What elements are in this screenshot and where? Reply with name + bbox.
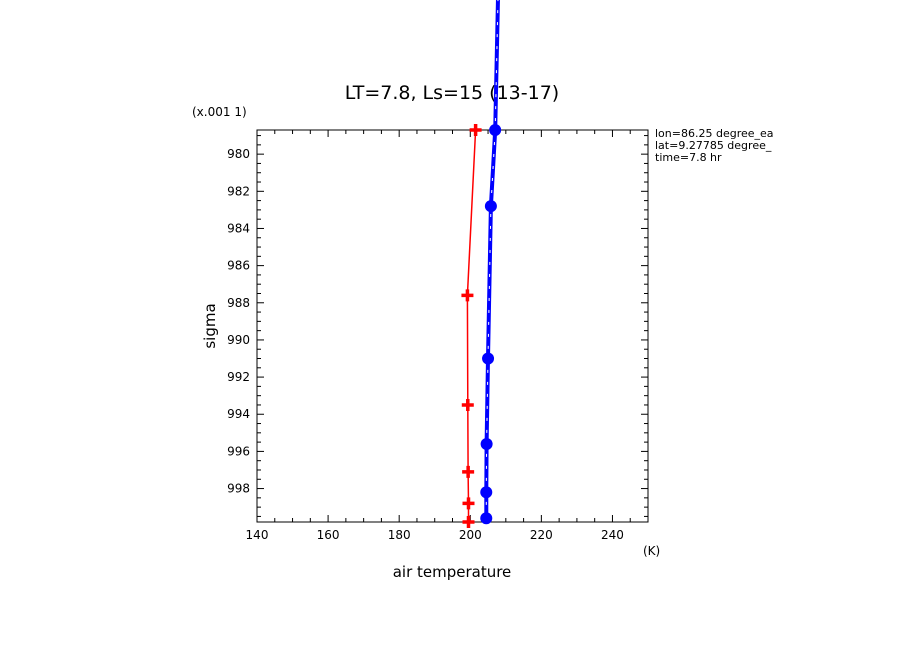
- plot-frame: [256, 129, 649, 523]
- chart-title: LT=7.8, Ls=15 (13-17): [345, 82, 559, 104]
- x-tick-label: 240: [601, 528, 624, 542]
- data-point: [462, 465, 475, 478]
- annotation-lat: lat=9.27785 degree_: [655, 139, 772, 152]
- y-tick-label: 980: [227, 147, 250, 161]
- data-point: [480, 486, 493, 499]
- annotation-time: time=7.8 hr: [655, 151, 722, 164]
- x-tick-label: 180: [388, 528, 411, 542]
- info-annotations: lon=86.25 degree_ea lat=9.27785 degree_ …: [655, 128, 781, 164]
- data-point: [461, 398, 474, 411]
- y-tick-label: 992: [227, 370, 250, 384]
- data-point: [461, 289, 474, 302]
- x-axis-label: air temperature: [393, 563, 512, 581]
- y-axis-label: sigma: [201, 303, 219, 348]
- data-point: [484, 200, 497, 213]
- x-tick-label: 200: [459, 528, 482, 542]
- series-1: [461, 124, 482, 528]
- y-tick-label: 986: [227, 259, 250, 273]
- data-point: [469, 124, 482, 136]
- y-tick-label: 988: [227, 296, 250, 310]
- data-point: [482, 352, 495, 365]
- data-point: [462, 516, 475, 528]
- data-point: [480, 512, 493, 525]
- x-unit-label: (K): [643, 544, 660, 558]
- data-point: [462, 497, 475, 510]
- y-tick-label: 994: [227, 407, 250, 421]
- annotation-lon: lon=86.25 degree_ea: [655, 128, 774, 140]
- data-point: [489, 124, 502, 136]
- x-tick-label: 220: [530, 528, 553, 542]
- y-tick-label: 990: [227, 333, 250, 347]
- y-tick-label: 984: [227, 221, 250, 235]
- y-tick-label: 998: [227, 482, 250, 496]
- y-tick-label: 996: [227, 444, 250, 458]
- y-scale-label: (x.001 1): [192, 105, 247, 119]
- x-tick-label: 140: [246, 528, 269, 542]
- x-tick-label: 160: [317, 528, 340, 542]
- y-tick-label: 982: [227, 184, 250, 198]
- series-line: [466, 129, 477, 522]
- data-point: [480, 437, 493, 450]
- series-2: [480, 0, 502, 525]
